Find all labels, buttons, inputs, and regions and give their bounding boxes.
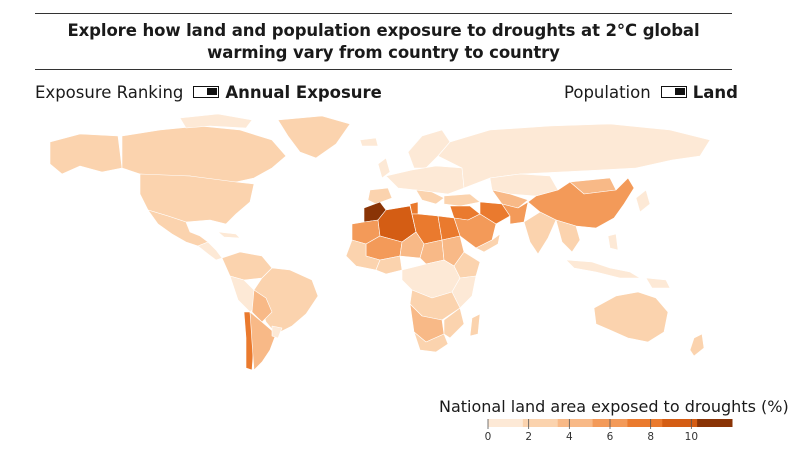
country-new-zealand[interactable] [689,333,705,357]
country-balkans[interactable] [415,189,445,205]
country-russia[interactable] [437,123,711,189]
toggle-knob [674,88,685,95]
country-philippines[interactable] [607,233,619,251]
legend-tick-label: 10 [685,431,698,443]
country-southeast-asia[interactable] [555,219,581,253]
country-south-africa[interactable] [413,331,449,353]
country-united-kingdom[interactable] [377,157,391,179]
country-japan[interactable] [635,189,651,213]
toggle-knob [207,88,218,95]
legend-swatch [522,419,559,427]
legend-ticks: 0 2 4 6 8 10 [485,419,698,443]
country-iceland[interactable] [359,137,379,147]
population-land-toggle-group: Population Land [564,81,738,103]
country-papua-new-guinea[interactable] [645,277,671,289]
legend-tick-label: 2 [525,431,532,443]
legend-swatch [488,419,524,427]
country-central-america[interactable] [197,241,223,261]
population-label: Population [564,82,651,102]
country-yemen-oman[interactable] [475,233,501,253]
country-turkey[interactable] [443,193,481,207]
country-mozambique[interactable] [443,307,465,339]
country-india[interactable] [523,211,557,255]
exposure-ranking-toggle-group: Exposure Ranking Annual Exposure [35,81,382,103]
legend-tick-label: 0 [485,431,492,443]
country-nigeria[interactable] [375,255,403,275]
legend-swatch [627,419,663,427]
world-choropleth-map[interactable] [40,112,730,382]
color-legend: 0 2 4 6 8 10 [485,419,733,443]
country-saudi-arabia[interactable] [453,213,497,249]
country-spain[interactable] [367,187,393,205]
legend-tick-label: 8 [647,431,654,443]
legend-swatch [662,419,698,427]
country-central-asia[interactable] [491,189,529,209]
title-rule [35,69,732,70]
exposure-ranking-label: Exposure Ranking [35,82,184,102]
country-canada-arctic[interactable] [179,113,253,129]
country-indonesia[interactable] [565,259,641,279]
legend-tick-label: 4 [566,431,573,443]
country-australia[interactable] [593,291,669,343]
top-rule [35,13,732,14]
country-uruguay[interactable] [271,325,283,339]
exposure-ranking-toggle[interactable] [193,86,220,98]
annual-exposure-label: Annual Exposure [225,82,382,102]
country-greenland[interactable] [277,115,351,159]
country-cuba[interactable] [217,231,241,239]
legend-title: National land area exposed to droughts (… [439,397,789,416]
country-canada[interactable] [121,125,287,183]
country-madagascar[interactable] [469,313,481,337]
land-label: Land [692,82,738,102]
country-bolivia[interactable] [251,289,273,323]
legend-tick-label: 6 [607,431,614,443]
page-title: Explore how land and population exposure… [67,21,700,62]
country-alaska[interactable] [49,133,123,175]
population-land-toggle[interactable] [660,86,687,98]
legend-swatch [697,419,733,427]
country-argentina[interactable] [249,311,277,371]
legend-swatch [557,419,594,427]
country-europe[interactable] [385,165,465,195]
